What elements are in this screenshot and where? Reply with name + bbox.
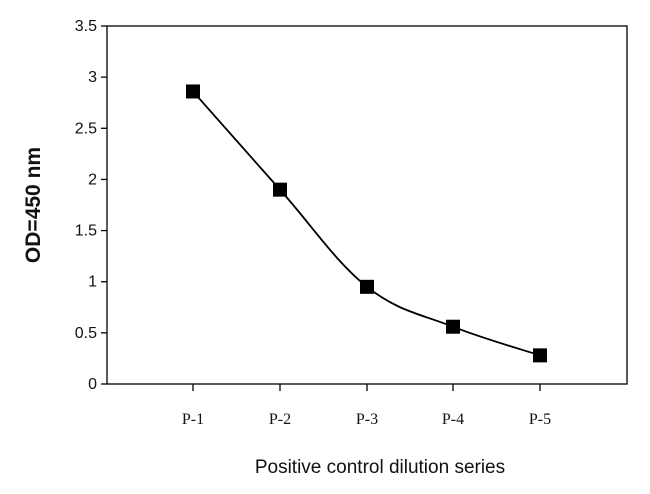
- series-line: [192, 90, 541, 357]
- y-tick-label: 1.5: [75, 223, 97, 240]
- y-axis-label: OD=450 nm: [22, 147, 45, 263]
- y-tick-label: 0.5: [75, 325, 97, 342]
- x-axis-label: Positive control dilution series: [255, 457, 505, 478]
- x-tick-label: P-5: [529, 411, 551, 428]
- x-tick-label: P-1: [182, 411, 204, 428]
- y-tick-label: 0: [88, 376, 97, 393]
- y-tick-label: 3: [88, 69, 97, 86]
- x-tick-label: P-4: [442, 411, 464, 428]
- series-group: [186, 84, 547, 363]
- y-tick-label: 2.5: [75, 120, 97, 137]
- y-tick-label: 1: [88, 274, 97, 291]
- x-axis-ticks: P-1 P-2 P-3 P-4 P-5: [182, 384, 551, 428]
- y-axis-ticks: 0 0.5 1 1.5 2 2.5 3 3.5: [75, 18, 107, 393]
- x-tick-label: P-3: [356, 411, 378, 428]
- x-tick-label: P-2: [269, 411, 291, 428]
- data-point-marker: [186, 84, 200, 99]
- data-point-marker: [360, 279, 374, 294]
- data-point-marker: [533, 348, 547, 363]
- plot-frame: [106, 25, 628, 385]
- y-tick-label: 2: [88, 171, 97, 188]
- data-point-marker: [273, 182, 287, 197]
- data-point-marker: [446, 319, 460, 334]
- y-tick-label: 3.5: [75, 18, 97, 35]
